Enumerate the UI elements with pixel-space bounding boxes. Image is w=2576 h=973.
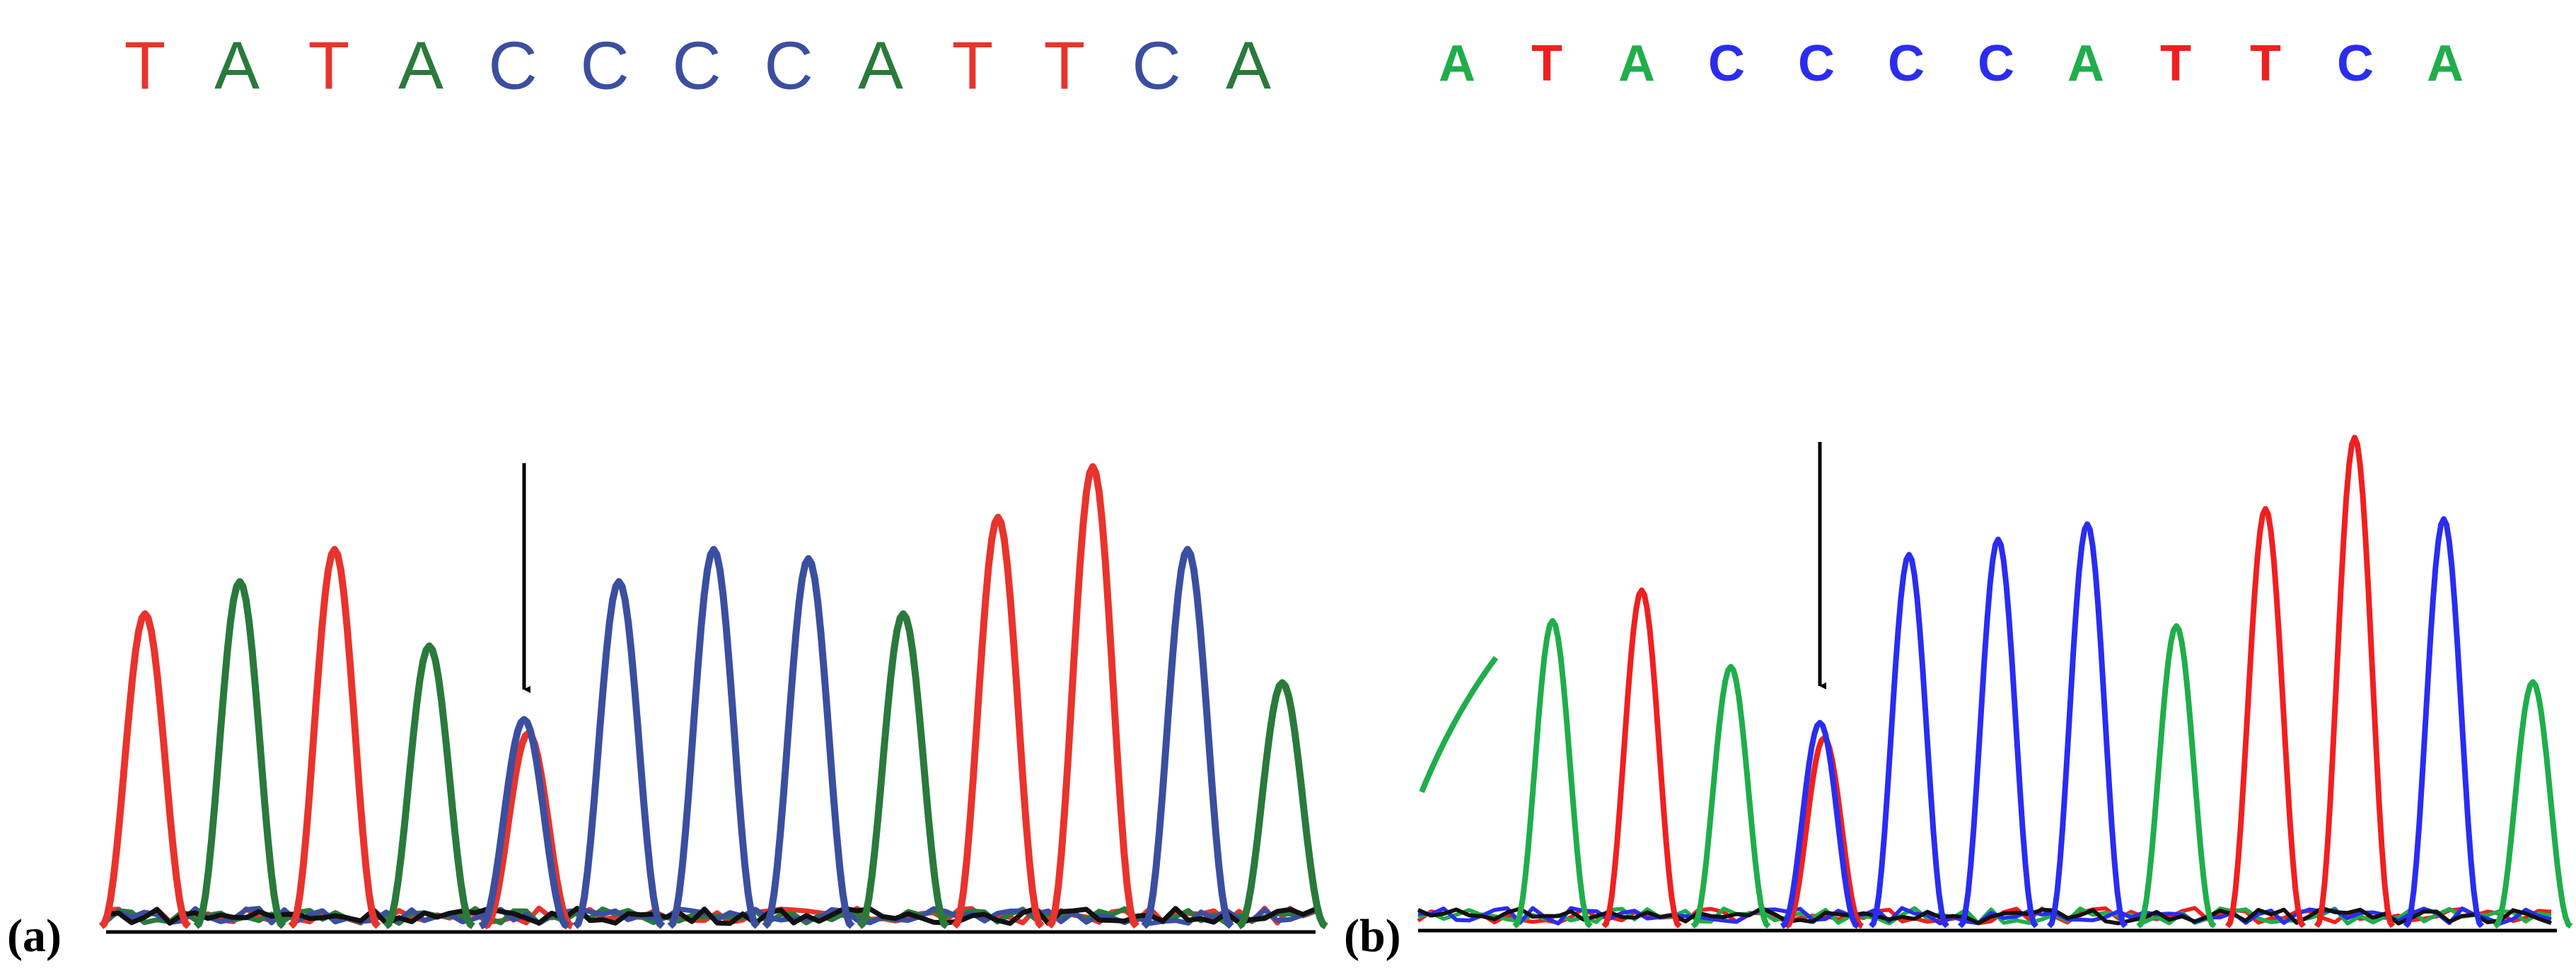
base-call-label: A	[1226, 28, 1271, 103]
chromatogram-peak	[1869, 552, 1949, 928]
base-call-label: A	[398, 28, 443, 103]
base-call-label: A	[1439, 35, 1475, 92]
base-call-label: C	[1978, 35, 2014, 92]
chromatogram-peak	[1512, 618, 1593, 928]
chromatogram-peak	[1141, 546, 1234, 929]
chromatogram-panel-b: (b)A T A C C C C A T T C A	[1344, 35, 2573, 962]
chromatogram-peak	[1046, 463, 1139, 929]
base-call-label: A	[2067, 35, 2104, 92]
chromatogram-peak-overlap	[1785, 735, 1864, 929]
base-call-label: C	[488, 28, 537, 103]
chromatogram-peak	[667, 546, 760, 929]
chromatogram-peak	[857, 610, 950, 929]
chromatogram-panel-a: (a)T A T A C C C C A T T C A	[7, 28, 1328, 962]
chromatogram-peak	[2493, 679, 2573, 929]
base-call-label: T	[1531, 35, 1562, 92]
base-call-label: A	[1618, 35, 1655, 92]
base-call-label: C	[2337, 35, 2374, 92]
chromatogram-peak	[2046, 521, 2128, 928]
chromatogram-peak	[1236, 679, 1328, 930]
chromatogram-peak	[1780, 720, 1860, 929]
chromatogram-peak	[383, 642, 475, 930]
chromatogram-peak	[2136, 623, 2217, 929]
panel-label: (a)	[7, 910, 62, 962]
base-call-label: C	[1132, 28, 1180, 103]
base-call-label: C	[1708, 35, 1745, 92]
chromatogram-peak	[2314, 434, 2396, 928]
chromatogram-peak	[1690, 663, 1771, 929]
base-call-label: T	[1044, 28, 1086, 103]
chromatogram-peak	[1601, 587, 1682, 928]
chromatogram-peak	[572, 578, 666, 929]
chromatogram-peak	[288, 546, 381, 929]
chromatogram-peak	[2224, 506, 2307, 928]
panel-label: (b)	[1344, 910, 1401, 962]
chromatogram-peak	[98, 610, 192, 929]
partial-peak	[1419, 656, 1499, 793]
base-call-label: A	[2427, 35, 2464, 92]
base-call-label: C	[672, 28, 721, 103]
base-call-label: C	[1798, 35, 1835, 92]
base-call-label: T	[124, 28, 166, 103]
base-call-label: A	[858, 28, 903, 103]
base-call-label: C	[580, 28, 629, 103]
chromatogram-peak	[478, 716, 570, 930]
base-call-label: T	[308, 28, 350, 103]
baseline-trace-g	[105, 906, 1317, 926]
base-call-label: C	[1888, 35, 1925, 92]
base-call-label: T	[2160, 35, 2191, 92]
chromatogram-peak	[193, 578, 286, 929]
chromatogram-peak	[951, 513, 1045, 929]
base-call-label: C	[764, 28, 813, 103]
base-call-label: A	[214, 28, 260, 103]
base-call-label: T	[952, 28, 994, 103]
chromatogram-peak	[2403, 516, 2485, 928]
chromatogram-peak	[1958, 536, 2038, 928]
base-call-label: T	[2250, 35, 2281, 92]
chromatogram-peak	[762, 555, 855, 929]
